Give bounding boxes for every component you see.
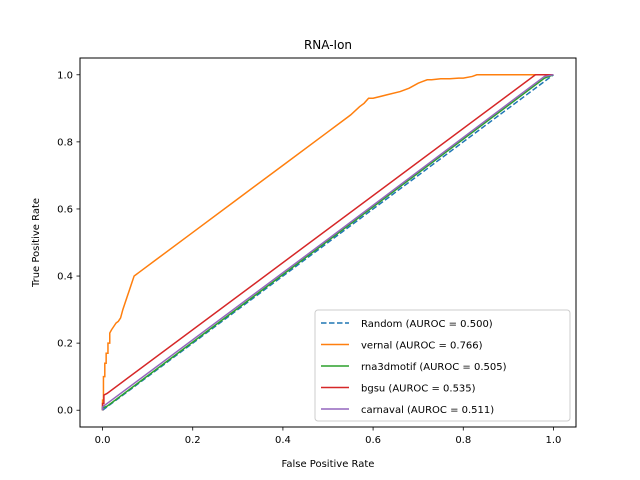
legend-label-0: Random (AUROC = 0.500) — [361, 319, 493, 330]
chart-title: RNA-Ion — [304, 38, 352, 52]
y-axis-label: True Positive Rate — [31, 198, 42, 288]
series-line-3 — [101, 74, 554, 411]
x-tick-label-5: 1.0 — [546, 435, 562, 446]
legend-label-1: vernal (AUROC = 0.766) — [361, 341, 483, 352]
legend-label-3: bgsu (AUROC = 0.535) — [361, 384, 476, 395]
x-tick-label-1: 0.2 — [185, 435, 201, 446]
x-axis: 0.0 0.2 0.4 0.6 0.8 1.0 — [95, 427, 562, 446]
legend: Random (AUROC = 0.500) vernal (AUROC = 0.… — [314, 309, 571, 422]
x-tick-label-2: 0.4 — [275, 435, 291, 446]
legend-label-4: carnaval (AUROC = 0.511) — [361, 405, 494, 416]
x-axis-label: False Positive Rate — [282, 459, 375, 470]
legend-box — [314, 309, 571, 422]
x-tick-label-0: 0.0 — [95, 435, 111, 446]
plot-frame — [79, 57, 577, 428]
y-tick-label-0: 0.0 — [57, 406, 73, 417]
y-tick-label-5: 1.0 — [57, 70, 73, 81]
y-tick-label-4: 0.8 — [57, 137, 73, 148]
plot-lines — [101, 74, 554, 411]
y-axis: 0.0 0.2 0.4 0.6 0.8 1.0 — [57, 70, 80, 417]
x-tick-label-3: 0.6 — [365, 435, 381, 446]
legend-label-2: rna3dmotif (AUROC = 0.505) — [361, 362, 507, 373]
series-line-0 — [102, 74, 554, 411]
y-tick-label-2: 0.4 — [57, 272, 73, 283]
y-tick-label-3: 0.6 — [57, 204, 73, 215]
series-line-4 — [101, 74, 554, 411]
x-tick-label-4: 0.8 — [455, 435, 471, 446]
series-line-1 — [101, 74, 554, 411]
y-tick-label-1: 0.2 — [57, 339, 73, 350]
